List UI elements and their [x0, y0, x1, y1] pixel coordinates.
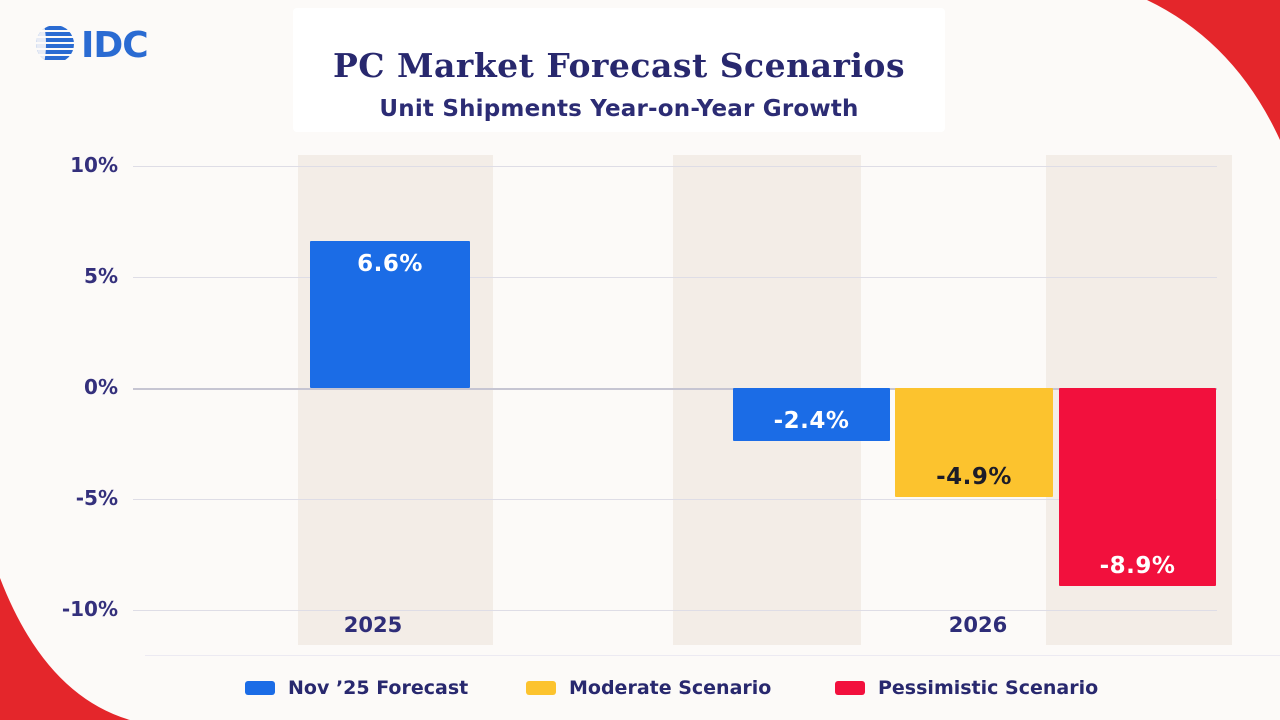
- gridline-0: [133, 388, 1217, 390]
- bar-value-label: -4.9%: [936, 464, 1012, 490]
- bar-2026-pessimistic-scenario: -8.9%: [1059, 388, 1216, 586]
- gridline-10: [133, 166, 1217, 167]
- idc-logo: IDC: [33, 20, 163, 72]
- idc-globe-icon: [36, 25, 74, 63]
- legend-label-nov-25-forecast: Nov ’25 Forecast: [288, 677, 469, 699]
- legend-divider: [145, 655, 1280, 656]
- ytick-label-10: 10%: [70, 153, 118, 177]
- title-card: [293, 8, 945, 132]
- page-title: PC Market Forecast Scenarios: [332, 46, 906, 85]
- legend-label-moderate-scenario: Moderate Scenario: [569, 677, 772, 699]
- page-subtitle: Unit Shipments Year-on-Year Growth: [379, 96, 859, 122]
- xtick-label-2025: 2025: [343, 613, 403, 637]
- bar-2026-nov-25-forecast: -2.4%: [733, 388, 890, 441]
- xtick-label-2026: 2026: [948, 613, 1008, 637]
- legend-item-moderate-scenario: Moderate Scenario: [526, 674, 771, 702]
- legend-swatch-nov-25-forecast: [245, 681, 275, 695]
- ytick-label-5: 5%: [84, 264, 118, 288]
- bar-2025-nov-25-forecast: 6.6%: [310, 241, 470, 388]
- legend-item-pessimistic-scenario: Pessimistic Scenario: [835, 674, 1098, 702]
- bar-value-label: -2.4%: [773, 408, 850, 434]
- legend-label-pessimistic-scenario: Pessimistic Scenario: [878, 677, 1099, 699]
- legend-item-nov-25-forecast: Nov ’25 Forecast: [245, 674, 468, 702]
- idc-logo-text: IDC: [81, 25, 148, 66]
- bar-value-label: -8.9%: [1099, 553, 1176, 579]
- gridline-5: [133, 277, 1217, 278]
- ytick-label-5: -5%: [75, 486, 118, 510]
- legend-swatch-pessimistic-scenario: [835, 681, 865, 695]
- gridline-5: [133, 499, 1217, 500]
- plot-band-1: [298, 155, 493, 645]
- gridline-10: [133, 610, 1217, 611]
- ytick-label-0: 0%: [84, 375, 118, 399]
- legend-swatch-moderate-scenario: [526, 681, 556, 695]
- bar-value-label: 6.6%: [357, 251, 423, 277]
- idc-logo-svg: IDC: [36, 25, 149, 66]
- bar-2026-moderate-scenario: -4.9%: [895, 388, 1053, 497]
